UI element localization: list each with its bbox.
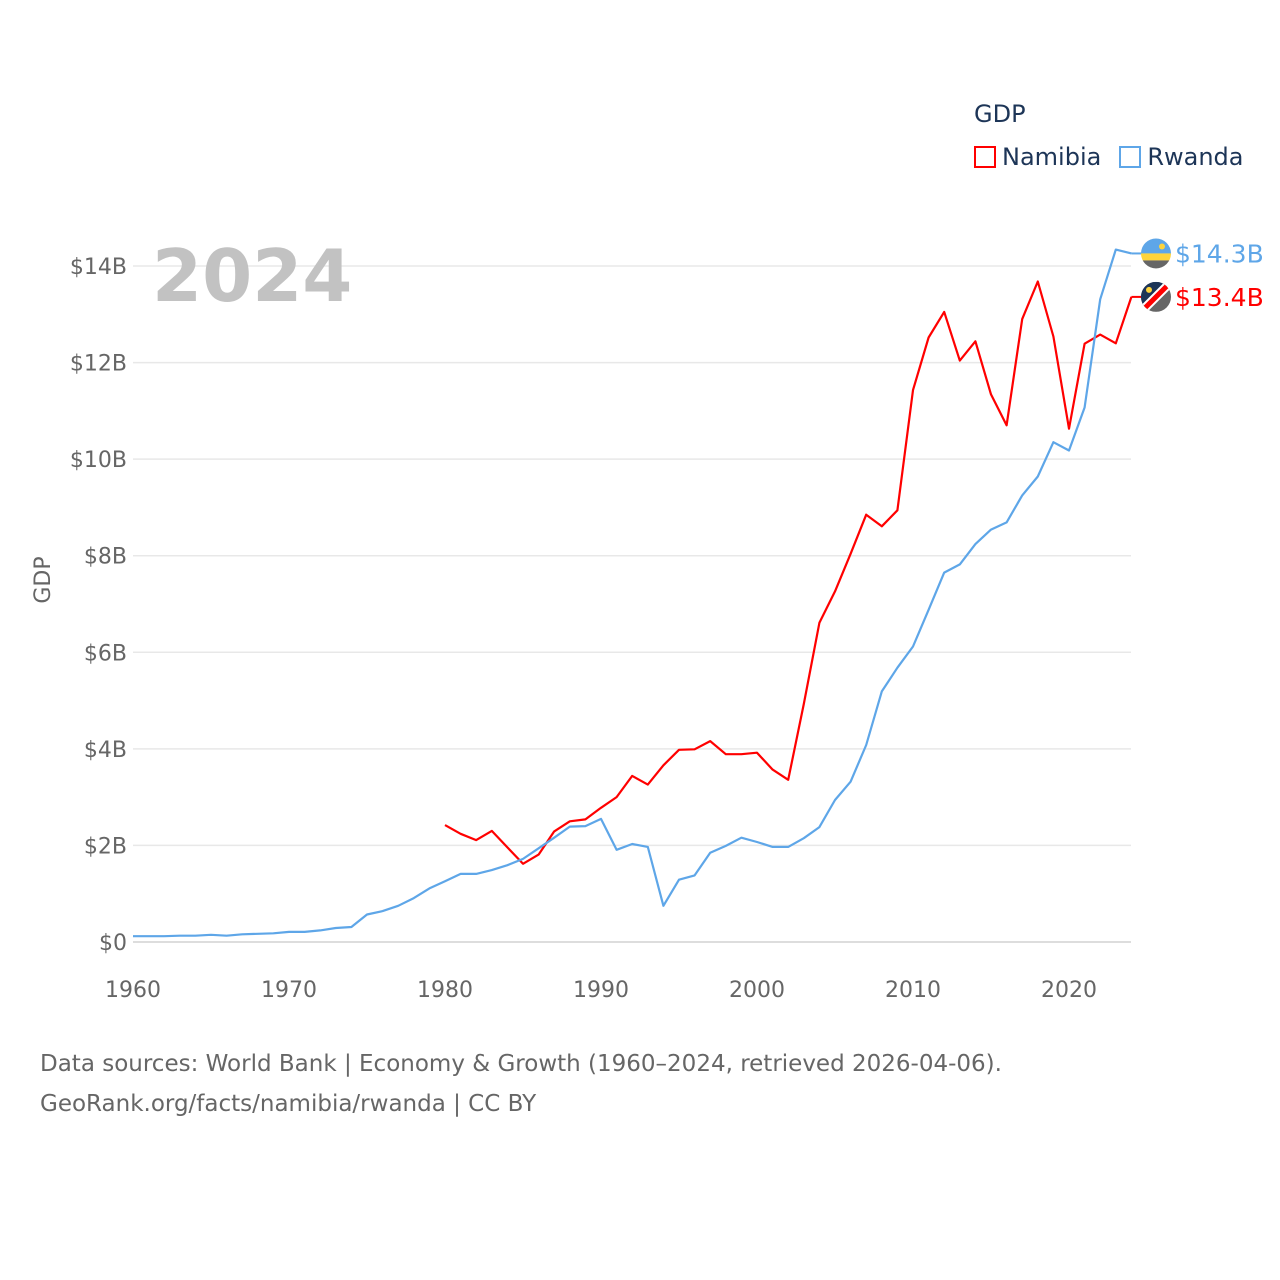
- x-tick-label: 1990: [573, 978, 629, 1003]
- x-tick-label: 1960: [105, 978, 161, 1003]
- y-tick-label: $10B: [70, 448, 127, 473]
- legend-swatch-namibia: [974, 146, 996, 168]
- y-tick-label: $6B: [84, 641, 127, 666]
- x-tick-label: 2020: [1041, 978, 1097, 1003]
- legend-label-rwanda: Rwanda: [1147, 143, 1244, 171]
- legend-item-rwanda[interactable]: Rwanda: [1119, 143, 1244, 171]
- end-value-label-namibia: $13.4B: [1175, 283, 1264, 312]
- x-tick-label: 1980: [417, 978, 473, 1003]
- series-line-namibia: [444, 280, 1133, 865]
- legend-title: GDP: [974, 100, 1026, 128]
- y-axis-label: GDP: [31, 556, 56, 603]
- y-tick-label: $12B: [70, 352, 127, 377]
- y-tick-label: $14B: [70, 255, 127, 280]
- legend: Namibia Rwanda: [974, 143, 1244, 171]
- rwanda-flag-icon: [1141, 238, 1171, 269]
- legend-label-namibia: Namibia: [1002, 143, 1102, 171]
- x-tick-label: 1970: [261, 978, 317, 1003]
- x-tick-label: 2010: [885, 978, 941, 1003]
- legend-item-namibia[interactable]: Namibia: [974, 143, 1101, 171]
- legend-swatch-rwanda: [1119, 146, 1142, 168]
- y-tick-label: $4B: [84, 738, 127, 763]
- y-tick-label: $0: [99, 931, 127, 956]
- end-value-label-rwanda: $14.3B: [1175, 239, 1264, 268]
- gdp-line-chart: $0 $2B $4B $6B $8B $10B $12B $14B 1960 1970 1980 19…: [31, 234, 1264, 1003]
- source-text: Data sources: World Bank | Economy & Gro…: [40, 1051, 1002, 1077]
- series-line-rwanda: [133, 248, 1132, 938]
- namibia-flag-icon: [1141, 281, 1171, 312]
- year-watermark: 2024: [152, 234, 352, 318]
- attribution-link[interactable]: GeoRank.org/facts/namibia/rwanda | CC BY: [40, 1091, 537, 1117]
- y-tick-label: $2B: [84, 834, 127, 859]
- y-tick-label: $8B: [84, 545, 127, 570]
- x-tick-label: 2000: [729, 978, 785, 1003]
- footer: Data sources: World Bank | Economy & Gro…: [40, 1044, 1002, 1124]
